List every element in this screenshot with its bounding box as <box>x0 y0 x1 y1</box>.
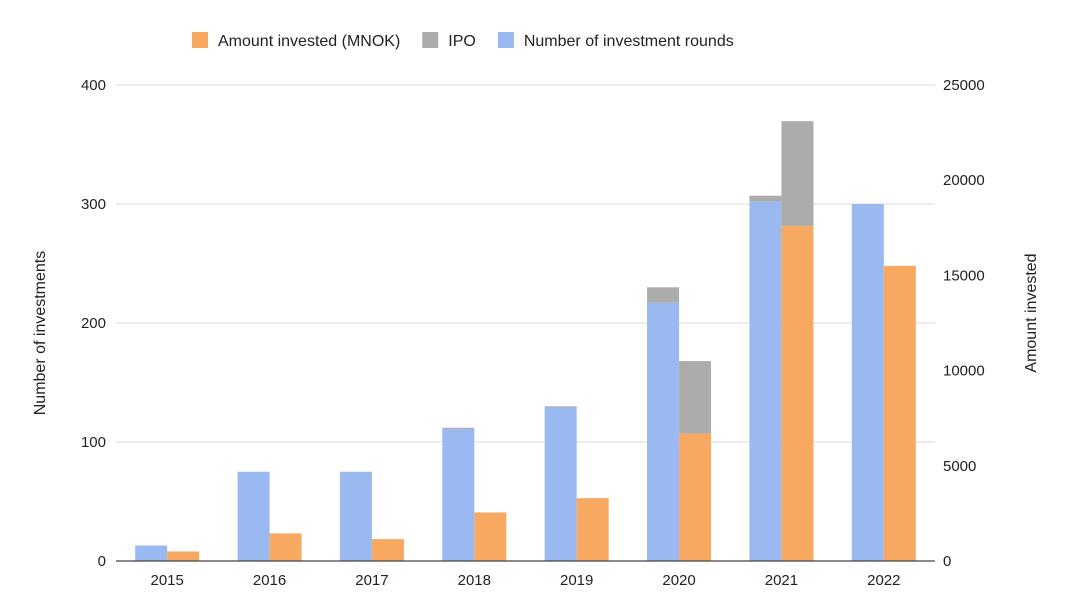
bar-number-of-investment-rounds-2022 <box>851 204 884 561</box>
legend: Amount invested (MNOK) IPO Number of inves… <box>192 32 734 50</box>
x-tick-label: 2016 <box>253 572 286 589</box>
right-y-tick-labels: 0 5000 10000 15000 20000 25000 <box>943 77 985 570</box>
bar-number-of-investment-rounds-2017 <box>339 471 372 561</box>
left-y-tick-label: 0 <box>98 553 106 570</box>
bar-number-of-investment-rounds-2016 <box>237 471 270 561</box>
left-y-tick-label: 100 <box>81 434 106 451</box>
right-y-tick-label: 25000 <box>943 77 985 94</box>
left-y-tick-label: 300 <box>81 196 106 213</box>
right-y-tick-label: 10000 <box>943 363 985 380</box>
right-axis-title: Amount invested <box>1023 253 1040 372</box>
bar-ipo-2018 <box>442 427 475 429</box>
legend-label: Number of investment rounds <box>524 33 734 50</box>
bar-ipo-2019 <box>544 406 577 408</box>
bar-number-of-investment-rounds-2019 <box>544 407 577 561</box>
bar-amount-invested-mnok--2016 <box>269 533 302 561</box>
bar-ipo-2020 <box>647 287 680 303</box>
right-y-tick-label: 0 <box>943 553 951 570</box>
legend-swatch <box>192 32 208 48</box>
x-tick-label: 2021 <box>765 572 798 589</box>
left-axis-title: Number of investments <box>32 251 49 416</box>
x-tick-label: 2015 <box>151 572 184 589</box>
bar-amount-invested-mnok--2021 <box>781 225 814 561</box>
right-y-tick-label: 20000 <box>943 172 985 189</box>
bar-amount-invested-mnok--2022 <box>883 265 916 561</box>
x-tick-labels: 2015 2016 2017 2018 2019 2020 2021 2022 <box>151 572 901 589</box>
left-y-tick-label: 400 <box>81 77 106 94</box>
bar-number-of-investment-rounds-2021 <box>749 201 782 561</box>
bar-number-of-investment-rounds-2015 <box>135 545 168 561</box>
bar-amount-invested-mnok--2015 <box>167 551 200 561</box>
x-tick-label: 2017 <box>355 572 388 589</box>
x-tick-label: 2018 <box>458 572 491 589</box>
bar-ipo-2021 <box>781 121 814 226</box>
right-y-tick-label: 15000 <box>943 267 985 284</box>
bar-ipo-2020 <box>679 361 712 434</box>
bars <box>135 121 916 561</box>
bar-amount-invested-mnok--2019 <box>576 498 609 561</box>
x-tick-label: 2019 <box>560 572 593 589</box>
bar-amount-invested-mnok--2017 <box>371 539 404 561</box>
x-tick-label: 2022 <box>867 572 900 589</box>
bar-ipo-2021 <box>749 195 782 202</box>
bar-amount-invested-mnok--2020 <box>679 433 712 561</box>
bar-number-of-investment-rounds-2020 <box>647 302 680 561</box>
left-y-tick-label: 200 <box>81 315 106 332</box>
legend-swatch <box>422 32 439 48</box>
bar-amount-invested-mnok--2018 <box>474 512 507 561</box>
x-tick-label: 2020 <box>662 572 695 589</box>
legend-swatch <box>497 32 514 48</box>
left-y-tick-labels: 0 100 200 300 400 <box>81 77 106 570</box>
right-y-tick-label: 5000 <box>943 458 976 475</box>
legend-label: Amount invested (MNOK) <box>218 33 400 50</box>
legend-label: IPO <box>448 33 476 50</box>
bar-number-of-investment-rounds-2018 <box>442 428 475 561</box>
